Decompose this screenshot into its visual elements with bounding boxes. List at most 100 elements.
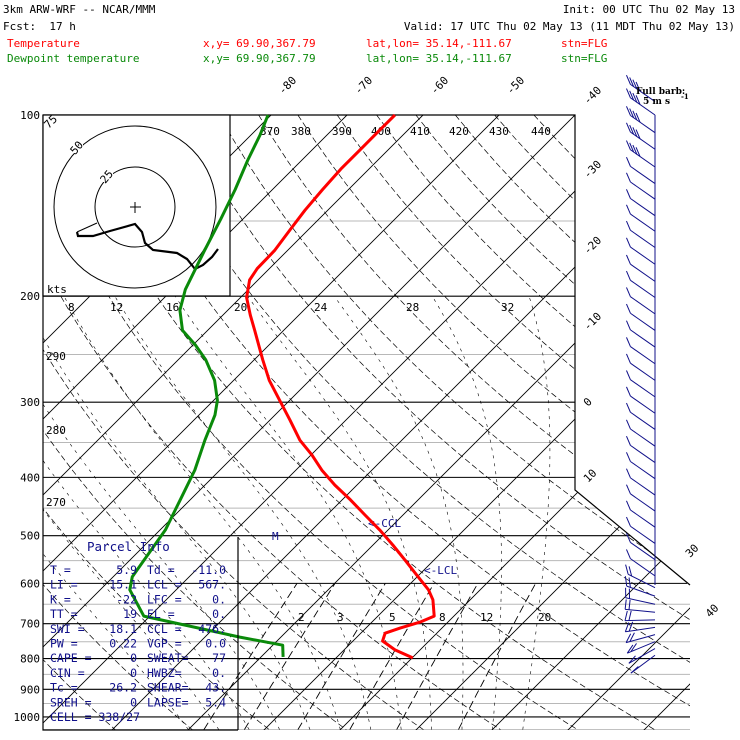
barb-shaft: [630, 329, 656, 348]
isotherm-label: 0: [581, 395, 595, 409]
barb-shaft: [630, 279, 656, 298]
temperature-line: [245, 113, 436, 660]
barb-shaft: [630, 312, 656, 331]
hodograph-center-cross: [130, 202, 141, 213]
barb-shaft: [630, 493, 656, 512]
scale-label: 20: [234, 301, 247, 314]
temperature-legend-row: Temperature x,y= 69.90,367.79 lat,lon= 3…: [7, 37, 607, 50]
barb-feather: [626, 337, 631, 347]
wind-barb: [624, 610, 656, 622]
parcel-info-cell: CELL = 338/27: [50, 710, 140, 724]
barb-feather: [629, 108, 635, 118]
hodograph-unit: kts: [47, 283, 67, 296]
theta-label: 270: [46, 496, 66, 509]
theta-e-label: 390: [332, 125, 352, 138]
barb-shaft: [630, 362, 656, 381]
barb-shaft: [630, 165, 656, 184]
parcel-info-title: Parcel Info: [87, 539, 170, 554]
barb-feather: [626, 106, 631, 116]
pressure-label: 100: [20, 109, 40, 122]
parcel-info-value: 77: [212, 651, 226, 665]
isotherm: [43, 115, 424, 730]
moist-adiabat: [43, 296, 311, 730]
temperature-legend: Temperature: [7, 37, 80, 50]
mixing-ratio-label: 20: [538, 611, 551, 624]
barb-feather: [626, 516, 631, 527]
wind-barb: [626, 533, 656, 561]
barb-feather: [626, 452, 631, 462]
parcel-info-value: 0.: [212, 592, 226, 606]
dewpoint-legend: Dewpoint temperature: [7, 52, 139, 65]
wind-barb: [626, 419, 656, 447]
wind-barb: [624, 576, 656, 597]
scale-label: 16: [166, 301, 179, 314]
barb-shaft: [630, 525, 656, 544]
parcel-info-label: SHEAR=: [147, 681, 189, 695]
parcel-info-label: SWEAT=: [147, 651, 189, 665]
barb-feather: [628, 610, 632, 621]
dry-adiabat: [43, 115, 578, 730]
barb-feather: [630, 643, 637, 652]
barb-shaft: [625, 608, 656, 613]
parcel-info-value: 15.1: [109, 578, 137, 592]
parcel-info-label: CCL =: [147, 622, 182, 636]
parcel-info-value: 0.: [212, 666, 226, 680]
barb-shaft: [630, 97, 656, 116]
mixing-ratio-line: [203, 583, 298, 730]
barb-feather: [626, 549, 631, 559]
header: 3km ARW-WRF -- NCAR/MMM Init: 00 UTC Thu…: [3, 3, 735, 65]
parcel-info-value: 0: [130, 695, 137, 709]
parcel-info-panel: Parcel Info T = 5.9 Td = -11.0 LI = 15.1 LCL …: [50, 537, 239, 730]
barb-feather: [626, 303, 631, 314]
dry-adiabat: [43, 115, 116, 730]
dewpoint-latlon: lat,lon= 35.14,-111.67: [366, 52, 512, 65]
hodograph-frame: [42, 114, 231, 297]
wind-barb: [626, 641, 656, 654]
parcel-info-label: LI =: [50, 578, 78, 592]
mixing-ratio-label: 8: [439, 611, 446, 624]
parcel-info-label: PW =: [50, 637, 78, 651]
wind-barb: [626, 303, 656, 331]
hodograph-ring-label-bg: [69, 143, 83, 153]
parcel-info-value: 0: [130, 666, 137, 680]
parcel-info-label: CIN =: [50, 666, 85, 680]
mixing-ratio-line: [297, 583, 386, 730]
barb-feather: [626, 189, 631, 199]
pressure-label: 1000: [14, 711, 41, 724]
barb-shaft: [630, 198, 656, 217]
pressure-label: 200: [20, 290, 40, 303]
dry-adiabat: [494, 115, 690, 730]
barb-shaft: [630, 558, 656, 577]
barb-feather: [628, 599, 631, 610]
wind-barb: [626, 140, 656, 168]
barb-feather: [624, 576, 628, 587]
scale-label: 8: [68, 301, 75, 314]
isotherm: [253, 115, 690, 730]
barb-feather: [632, 144, 638, 155]
wind-barb: [625, 632, 656, 644]
barb-shaft: [630, 181, 656, 200]
wind-barb: [626, 484, 656, 512]
barb-shaft: [625, 634, 656, 644]
barb-feather: [628, 566, 633, 577]
wind-barb: [626, 468, 656, 496]
barb-feather: [635, 81, 641, 92]
barb-shaft: [627, 641, 656, 654]
pressure-label: 400: [20, 471, 40, 484]
parcel-info-value: -11.0: [191, 563, 226, 577]
dewpoint-xy: x,y= 69.90,367.79: [203, 52, 316, 65]
barb-feather: [626, 122, 631, 133]
barb-shaft: [630, 296, 656, 315]
barb-feather: [626, 484, 631, 495]
barb-feather: [626, 220, 631, 231]
wind-barb: [626, 270, 656, 298]
barb-shaft: [630, 428, 656, 447]
wind-barb: [626, 549, 656, 577]
barb-shaft: [630, 346, 656, 365]
barb-shaft: [630, 246, 656, 265]
barb-feather: [626, 270, 631, 281]
barb-shaft: [630, 149, 656, 168]
wind-barb: [624, 621, 656, 633]
wind-barb: [626, 156, 656, 184]
